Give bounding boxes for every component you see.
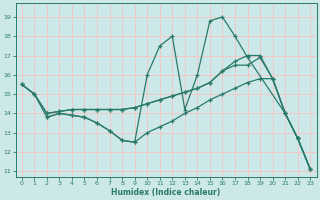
- X-axis label: Humidex (Indice chaleur): Humidex (Indice chaleur): [111, 188, 221, 197]
